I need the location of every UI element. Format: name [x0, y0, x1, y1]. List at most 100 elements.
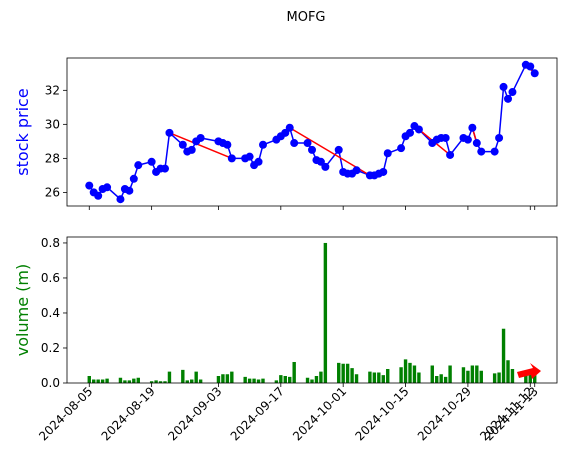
- price-point: [397, 144, 406, 153]
- volume-bar: [279, 375, 283, 383]
- y-axis-label: volume (m): [13, 264, 32, 356]
- volume-bar: [479, 370, 483, 383]
- price-point: [147, 157, 156, 166]
- y-tick-label: 0.2: [41, 341, 60, 355]
- volume-bar: [158, 381, 163, 383]
- volume-bar: [497, 372, 501, 383]
- price-point: [508, 88, 517, 97]
- volume-bar: [412, 365, 417, 383]
- price-point: [446, 150, 455, 159]
- price-point: [495, 133, 504, 142]
- volume-bar: [466, 370, 470, 383]
- volume-bar: [149, 381, 154, 383]
- price-point: [477, 147, 486, 156]
- volume-bar: [185, 380, 189, 383]
- price-line: [88, 63, 536, 201]
- volume-bar: [372, 372, 377, 383]
- x-tick-label: 2024-10-15: [352, 384, 411, 443]
- price-point: [379, 167, 388, 176]
- y-tick-label: 28: [45, 151, 60, 165]
- price-point: [352, 166, 361, 175]
- price-point: [259, 140, 267, 149]
- price-point: [499, 82, 508, 91]
- price-point: [125, 186, 134, 195]
- x-tick-label: 2024-09-17: [228, 384, 287, 443]
- volume-bar: [292, 361, 296, 383]
- price-point: [490, 147, 499, 156]
- volume-bar: [305, 377, 310, 383]
- price-point: [303, 139, 312, 148]
- volume-bar: [475, 365, 479, 383]
- price-point: [223, 140, 232, 149]
- volume-bar: [461, 367, 466, 383]
- y-tick-label: 30: [45, 117, 60, 131]
- price-point: [414, 125, 423, 134]
- volume-bar: [403, 359, 408, 383]
- volume-bar: [252, 378, 256, 383]
- price-point: [308, 145, 316, 154]
- chart-title: MOFG: [287, 10, 326, 25]
- volume-bar: [96, 379, 100, 383]
- price-point: [406, 128, 414, 137]
- price-point: [85, 181, 94, 190]
- volume-bar: [105, 378, 109, 383]
- volume-bar: [408, 362, 412, 383]
- volume-bar: [216, 375, 221, 383]
- volume-bar: [354, 374, 359, 383]
- price-point: [245, 152, 254, 161]
- volume-bar: [337, 362, 341, 383]
- price-point: [321, 162, 330, 171]
- price-point: [472, 139, 481, 148]
- volume-bar: [198, 379, 203, 383]
- price-point: [94, 191, 103, 200]
- volume-bar: [247, 378, 252, 383]
- price-point: [227, 154, 236, 163]
- volume-bar: [368, 371, 372, 383]
- price-point: [134, 161, 143, 170]
- volume-bar: [118, 377, 123, 383]
- volume-bar: [470, 365, 475, 383]
- x-tick-label: 2024-11-13: [482, 384, 541, 443]
- volume-bar: [136, 377, 140, 383]
- y-axis-label: stock price: [13, 88, 32, 175]
- price-point: [178, 140, 187, 149]
- axes-frame: [66, 57, 558, 207]
- volume-bar: [190, 379, 194, 383]
- x-tick-label: 2024-10-01: [290, 384, 349, 443]
- volume-bar: [524, 372, 528, 383]
- price-point: [103, 183, 112, 192]
- volume-bar: [492, 373, 497, 383]
- y-tick-label: 32: [45, 83, 60, 97]
- volume-bar: [123, 380, 127, 383]
- y-tick-label: 0.8: [41, 236, 60, 250]
- volume-bar: [345, 363, 350, 383]
- price-point: [383, 149, 392, 158]
- volume-bar: [386, 368, 390, 383]
- x-tick-label: 2024-08-05: [36, 384, 95, 443]
- volume-bar: [243, 376, 247, 383]
- price-point: [526, 62, 535, 71]
- volume-bar: [194, 371, 198, 383]
- volume-bar: [430, 365, 434, 383]
- volume-bar: [506, 360, 510, 383]
- y-tick-label: 0.6: [41, 271, 60, 285]
- price-point: [254, 157, 263, 166]
- price-point: [530, 69, 539, 78]
- axes-frame: [66, 236, 558, 384]
- volume-bar: [100, 379, 105, 383]
- volume-bar: [417, 372, 421, 383]
- y-tick-label: 0.4: [41, 306, 60, 320]
- volume-bar: [510, 368, 515, 383]
- price-point: [463, 135, 472, 144]
- volume-bar: [87, 375, 91, 383]
- volume-bar: [283, 375, 287, 383]
- volume-bar: [533, 374, 537, 383]
- volume-bar: [154, 380, 158, 383]
- x-tick-label: 2024-10-29: [415, 384, 474, 443]
- volume-bar: [377, 372, 381, 383]
- volume-bar: [225, 374, 230, 383]
- volume-bar: [230, 371, 234, 383]
- volume-bar: [167, 371, 172, 383]
- price-point: [161, 164, 169, 173]
